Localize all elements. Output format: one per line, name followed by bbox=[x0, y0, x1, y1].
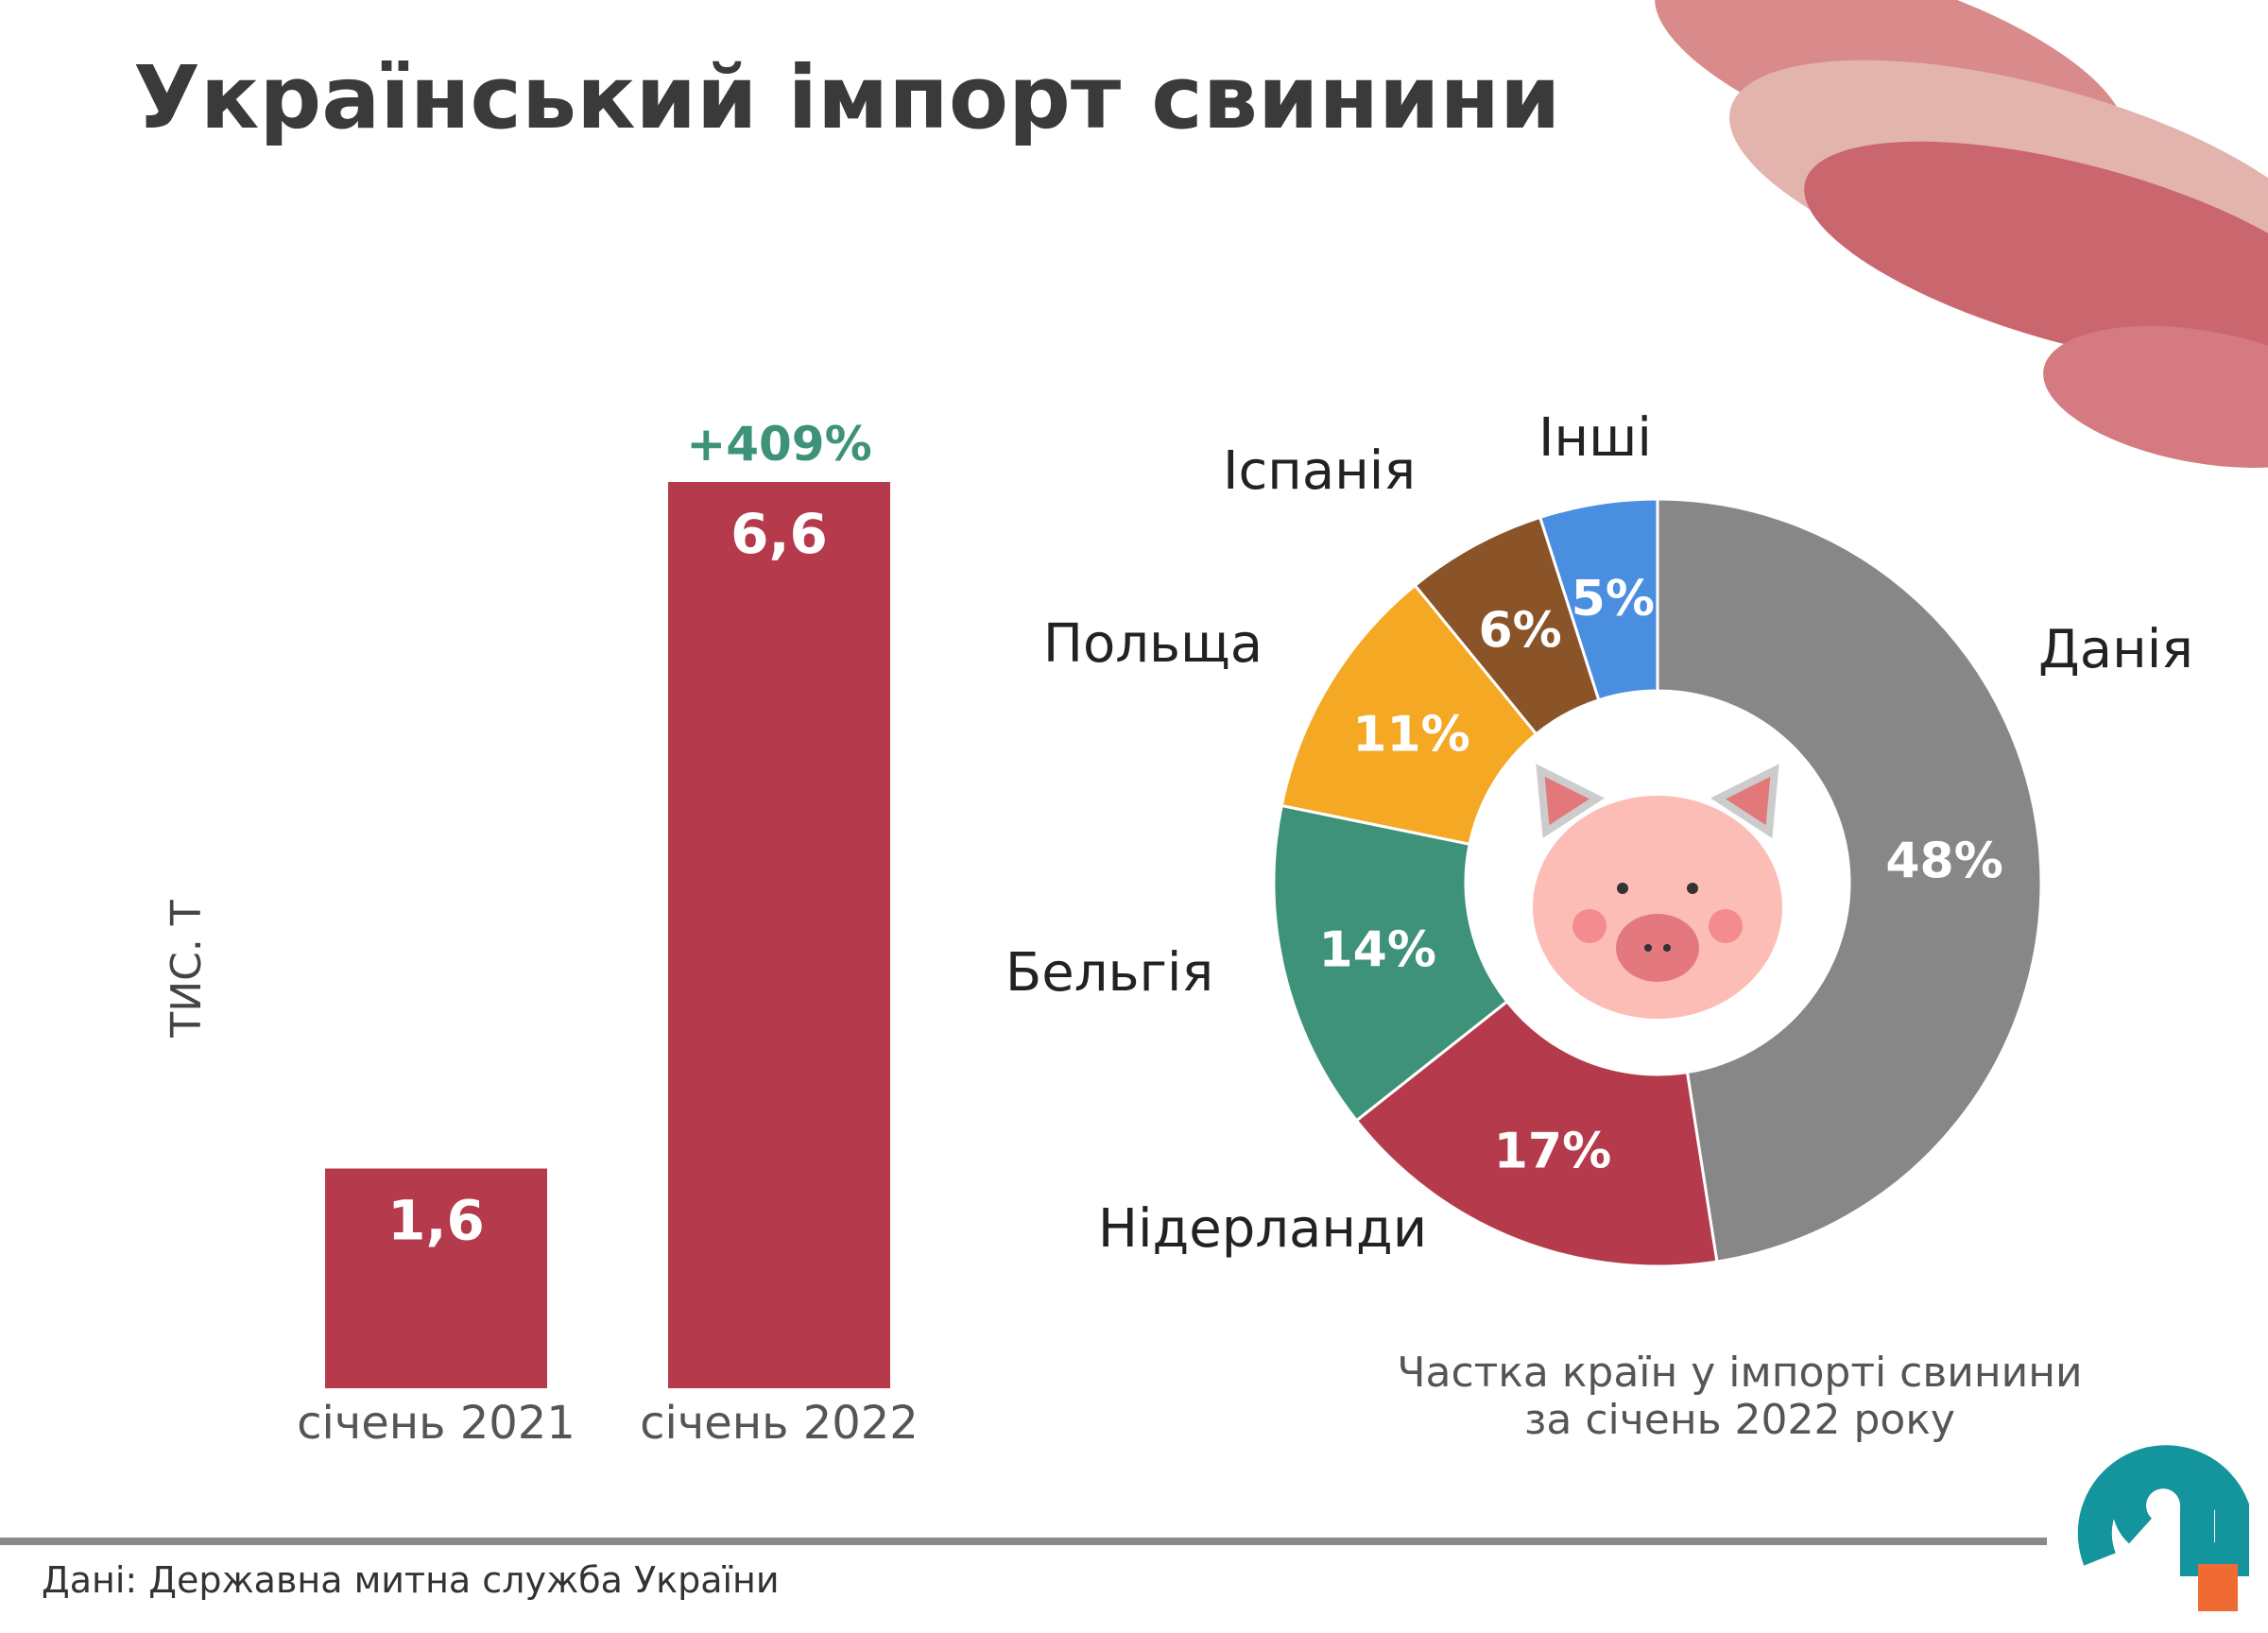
value-label: 6% bbox=[1478, 602, 1561, 659]
x-tick-label: січень 2022 bbox=[640, 1397, 919, 1450]
value-label: 5% bbox=[1572, 571, 1655, 627]
annotation: +409% bbox=[686, 417, 871, 472]
donut-slice bbox=[1354, 999, 1719, 1268]
pig-icon bbox=[1466, 691, 1849, 1074]
category-label: Бельгія bbox=[1005, 942, 1213, 1004]
value-label: 14% bbox=[1319, 921, 1436, 978]
meat-decoration bbox=[1655, 0, 2268, 468]
value-label: 11% bbox=[1352, 706, 1469, 763]
bar bbox=[668, 482, 890, 1388]
source: Дані: Державна митна служба України bbox=[42, 1559, 780, 1601]
caption: Частка країн у імпорті свинини bbox=[1397, 1349, 2082, 1397]
value-label: 48% bbox=[1885, 833, 2002, 889]
category-label: Іспанія bbox=[1223, 440, 1416, 502]
bar bbox=[325, 1168, 547, 1388]
value-label: 6,6 bbox=[730, 502, 828, 566]
donut-slice bbox=[1280, 583, 1538, 847]
category-label: Інші bbox=[1538, 407, 1652, 469]
x-tick-label: січень 2021 bbox=[297, 1397, 576, 1450]
value-label: 1,6 bbox=[387, 1189, 485, 1253]
category-label: Нідерланди bbox=[1098, 1198, 1427, 1260]
caption: за січень 2022 року bbox=[1524, 1396, 1955, 1444]
donut-slice bbox=[1538, 497, 1659, 702]
donut-slice bbox=[1656, 497, 2043, 1263]
category-label: Данія bbox=[2038, 619, 2193, 680]
category-label: Польща bbox=[1043, 613, 1263, 675]
title: Український імпорт свинини bbox=[133, 47, 1561, 148]
donut-slice bbox=[1272, 803, 1509, 1123]
y-axis-label: ТИС. Т bbox=[163, 900, 211, 1038]
logo bbox=[2077, 1445, 2249, 1611]
value-label: 17% bbox=[1494, 1124, 1611, 1180]
